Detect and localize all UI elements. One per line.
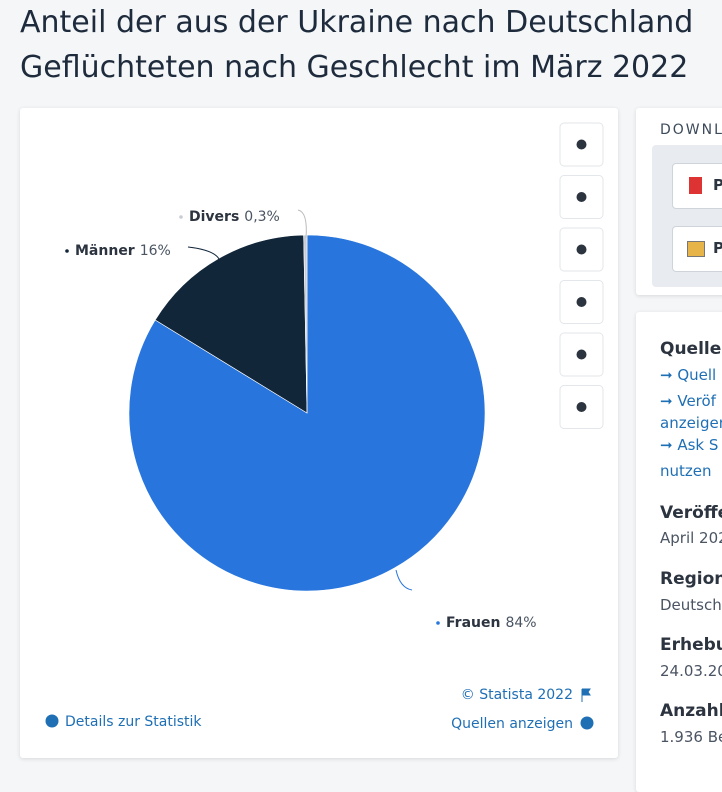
image-icon <box>687 241 705 257</box>
link-text[interactable]: Quell <box>677 366 717 384</box>
info-card: Quelle ➞ Quell ➞ Veröf anzeigen ➞ Ask S … <box>636 312 722 792</box>
field-value: Deutsch <box>660 596 722 614</box>
button-label[interactable]: P <box>713 239 722 257</box>
tool-icon <box>576 297 587 307</box>
download-heading: DOWNL <box>660 122 722 138</box>
info-icon[interactable] <box>580 716 594 730</box>
pdf-icon <box>689 177 702 194</box>
value-label: 0,3% <box>244 209 280 225</box>
tool-icon <box>576 349 587 360</box>
link-text[interactable]: Ask S <box>677 436 719 454</box>
source-link[interactable]: ➞ Veröf <box>660 392 716 410</box>
label-dot <box>436 621 440 625</box>
sources-link[interactable]: Quellen anzeigen <box>451 716 573 732</box>
flag-icon[interactable] <box>581 688 591 702</box>
image-button[interactable]: P <box>672 226 722 272</box>
tool-icon <box>576 244 587 255</box>
data-label: Divers 0,3% <box>189 209 280 225</box>
category-label: Frauen <box>446 615 500 631</box>
pie-slice <box>303 234 308 414</box>
label-dot <box>179 215 183 219</box>
field-value: 24.03.20 <box>660 662 722 680</box>
leader-line <box>187 246 220 260</box>
chart: © Statista 2022 Details zur Statistik Qu… <box>45 122 604 732</box>
value-label: 16% <box>140 243 171 259</box>
source-link[interactable]: ➞ Ask S <box>660 436 719 454</box>
details-link[interactable]: Details zur Statistik <box>65 714 202 730</box>
leader-line <box>297 209 307 239</box>
copyright[interactable]: © Statista 2022 <box>461 687 573 703</box>
value-label: 84% <box>505 615 536 631</box>
chart-card: © Statista 2022 Details zur Statistik Qu… <box>20 108 618 758</box>
data-label: Frauen 84% <box>446 615 537 631</box>
tool-icon <box>576 139 587 150</box>
field-label: Erhebu <box>660 635 722 655</box>
download-panel: P P <box>652 145 722 287</box>
leader-line <box>395 569 413 591</box>
field-value: April 202 <box>660 529 722 547</box>
page-title: Anteil der aus der Ukraine nach Deutschl… <box>20 5 694 85</box>
category-label: Divers <box>189 209 239 225</box>
data-label: Männer 16% <box>75 243 171 259</box>
source-heading: Quelle <box>660 339 722 359</box>
label-dot <box>65 249 69 253</box>
info-icon[interactable] <box>45 714 59 728</box>
pdf-button[interactable]: P <box>672 163 722 209</box>
link-text[interactable]: nutzen <box>660 462 712 480</box>
source-link[interactable]: ➞ Quell <box>660 366 717 384</box>
field-label: Anzahl <box>660 701 722 721</box>
tool-icon <box>576 402 587 412</box>
field-value: 1.936 Be <box>660 728 722 746</box>
button-label[interactable]: P <box>713 176 722 194</box>
download-card: DOWNL P P <box>636 108 722 295</box>
field-label: Veröffe <box>660 503 722 523</box>
link-text[interactable]: Veröf <box>677 392 716 410</box>
field-label: Region <box>660 569 722 589</box>
category-label: Männer <box>75 243 135 259</box>
link-text[interactable]: anzeigen <box>660 414 722 432</box>
tool-icon <box>576 192 587 202</box>
